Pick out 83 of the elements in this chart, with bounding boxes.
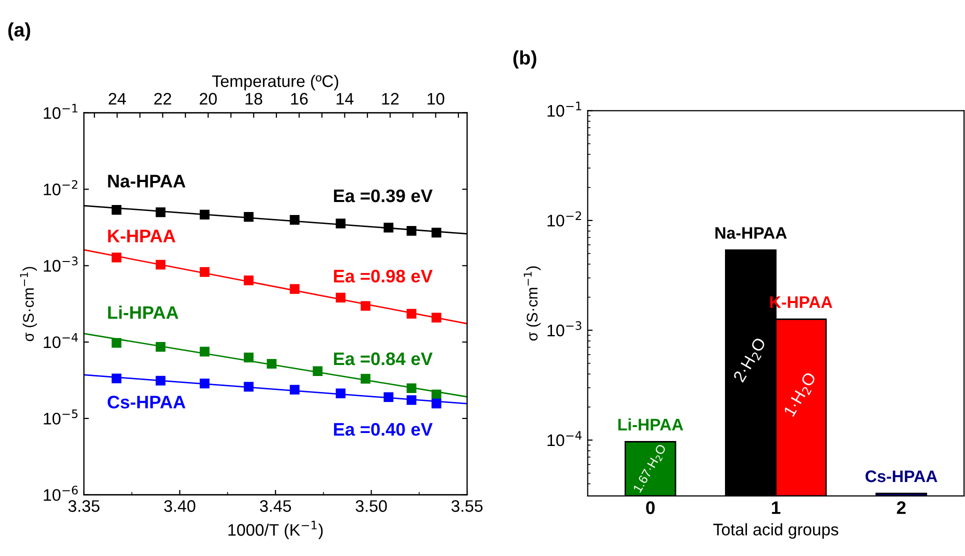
x2-tick-label: 16 bbox=[291, 92, 308, 105]
series-label: K-HPAA bbox=[108, 230, 176, 242]
point bbox=[156, 260, 166, 270]
point bbox=[290, 384, 300, 395]
point bbox=[244, 276, 254, 286]
point bbox=[112, 374, 122, 384]
y-tick-label: 10$^{−5}$ bbox=[44, 409, 78, 425]
point bbox=[266, 358, 277, 369]
point bbox=[156, 376, 166, 386]
y-tick-label: 10$^{−4}$ bbox=[44, 333, 78, 348]
y-axis-title: σ (S·cm$^{−1}$) bbox=[524, 266, 541, 341]
point bbox=[432, 390, 442, 400]
y-tick-label: 10$^{−1}$ bbox=[548, 102, 582, 117]
series-label: Na-HPAA bbox=[715, 227, 787, 239]
annotation: 1.67·H$_{2}$O bbox=[632, 444, 668, 494]
y-tick-label: 10$^{−1}$ bbox=[44, 104, 78, 119]
point bbox=[244, 352, 254, 362]
point bbox=[384, 392, 394, 402]
series-label: Cs-HPAA bbox=[866, 470, 938, 482]
point bbox=[244, 382, 254, 392]
annotation: Ea =0.84 eV bbox=[334, 352, 433, 366]
y-tick-label: 10$^{−2}$ bbox=[548, 211, 582, 227]
x-tick-label: 3.45 bbox=[260, 500, 292, 512]
chart-title: (b) bbox=[513, 50, 536, 68]
point bbox=[432, 312, 442, 322]
x2-tick-label: 14 bbox=[336, 93, 354, 105]
point bbox=[406, 226, 416, 236]
x-tick-label: 3.50 bbox=[356, 500, 387, 512]
point bbox=[406, 383, 416, 394]
point bbox=[384, 222, 394, 232]
annotation: 2·H$_{2}$O bbox=[732, 336, 768, 384]
x2-axis-title: Temperature (ºC) bbox=[212, 74, 338, 90]
point bbox=[336, 218, 346, 228]
y-tick-label: 10$^{−2}$ bbox=[44, 180, 78, 196]
point bbox=[336, 388, 346, 398]
annotation: Ea =0.98 eV bbox=[334, 270, 433, 283]
annotation: Ea =0.39 eV bbox=[334, 189, 433, 202]
x2-tick-label: 22 bbox=[154, 92, 172, 105]
point bbox=[432, 228, 442, 238]
point bbox=[244, 212, 254, 222]
y-axis-title: σ (S·cm$^{−1}$) bbox=[20, 266, 37, 342]
x-axis-title: 1000/T (K$^{−1}$) bbox=[228, 520, 323, 540]
annotation: Ea =0.40 eV bbox=[334, 422, 433, 436]
point bbox=[360, 301, 370, 311]
x-tick-label: 0 bbox=[646, 501, 655, 514]
point bbox=[156, 207, 166, 218]
x2-tick-label: 20 bbox=[200, 92, 217, 105]
point bbox=[156, 342, 166, 352]
x-tick-label: 3.40 bbox=[164, 500, 196, 512]
chart-title: (a) bbox=[8, 22, 30, 41]
point bbox=[360, 374, 370, 384]
point bbox=[290, 214, 300, 225]
point bbox=[432, 398, 442, 408]
series-label: Li-HPAA bbox=[618, 418, 684, 430]
point bbox=[406, 308, 416, 319]
x2-tick-label: 12 bbox=[382, 92, 399, 105]
y-tick-label: 10$^{−4}$ bbox=[548, 431, 582, 446]
annotation: 1·H$_{2}$O bbox=[783, 371, 819, 418]
x-tick-label: 3.35 bbox=[68, 500, 100, 512]
y-tick-label: 10$^{−3}$ bbox=[548, 321, 582, 336]
series-label: Na-HPAA bbox=[108, 174, 186, 188]
point bbox=[336, 292, 346, 303]
point bbox=[112, 338, 122, 348]
y-tick-label: 10$^{−3}$ bbox=[44, 256, 78, 272]
x2-tick-label: 18 bbox=[246, 92, 262, 105]
point bbox=[112, 205, 122, 215]
x2-tick-label: 24 bbox=[108, 92, 126, 105]
x-tick-label: 3.55 bbox=[451, 500, 483, 512]
point bbox=[200, 267, 210, 277]
y-tick-label: 10$^{−6}$ bbox=[44, 486, 78, 501]
series-label: Li-HPAA bbox=[108, 306, 178, 319]
x-axis-title: Total acid groups bbox=[713, 523, 838, 539]
x-tick-label: 1 bbox=[772, 501, 780, 514]
point bbox=[290, 284, 300, 294]
point bbox=[200, 210, 210, 220]
point bbox=[406, 395, 416, 405]
series-label: Cs-HPAA bbox=[108, 396, 186, 408]
x2-tick-label: 10 bbox=[428, 92, 444, 105]
point bbox=[112, 252, 122, 262]
point bbox=[312, 366, 323, 376]
x-tick-label: 2 bbox=[896, 501, 906, 514]
point bbox=[200, 378, 210, 388]
point bbox=[200, 346, 210, 356]
